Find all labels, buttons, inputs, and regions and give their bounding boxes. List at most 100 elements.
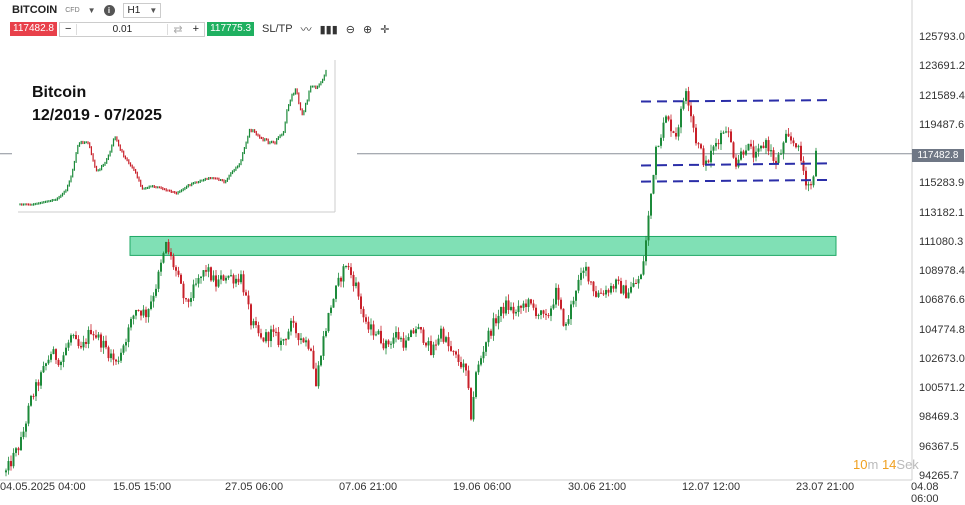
y-tick-label: 104774.8 <box>919 323 965 336</box>
candle-body <box>545 313 547 316</box>
candle-body <box>427 341 430 346</box>
candle-body <box>455 351 457 355</box>
candle-body <box>662 122 665 138</box>
zoom-out-icon[interactable]: ⊖ <box>345 23 355 36</box>
buy-price-button[interactable]: 117775.3 <box>207 22 255 36</box>
candle-body <box>772 150 775 161</box>
candle-body <box>590 281 592 283</box>
candle-body <box>220 275 222 280</box>
countdown-seconds-unit: Sek <box>896 457 919 472</box>
candle-body <box>145 309 147 318</box>
candle-body <box>425 342 427 346</box>
channel-line-lower <box>640 178 832 183</box>
candle-body <box>17 448 20 451</box>
candle-body <box>650 193 652 216</box>
candle-body <box>97 334 100 338</box>
candle-body <box>177 270 180 275</box>
candle-body <box>505 300 507 314</box>
candle-body <box>450 346 452 351</box>
candle-body <box>272 329 275 332</box>
candle-body <box>165 242 167 254</box>
quantity-decrease-button[interactable]: − <box>64 23 72 35</box>
candle-body <box>140 310 142 316</box>
candle-body <box>370 324 372 330</box>
candle-body <box>687 91 690 106</box>
sltp-button[interactable]: SL/TP <box>262 23 293 35</box>
zoom-in-icon[interactable]: ⊕ <box>363 23 373 36</box>
candle-body <box>62 355 65 362</box>
candle-body <box>337 277 340 286</box>
candle-body <box>605 289 607 295</box>
candle-body <box>452 350 455 352</box>
candle-body <box>125 342 127 346</box>
candle-body <box>230 275 232 277</box>
candle-body <box>242 274 245 293</box>
candle-body <box>275 331 277 333</box>
candle-body <box>652 174 655 194</box>
candle-body <box>675 133 677 137</box>
candle-body <box>57 359 60 366</box>
candles-icon[interactable]: ▮▮▮ <box>319 23 338 36</box>
quantity-increase-button[interactable]: + <box>192 23 200 35</box>
y-tick-label: 123691.2 <box>919 60 965 73</box>
info-icon[interactable]: i <box>103 4 115 16</box>
candle-body <box>15 448 17 453</box>
candle-body <box>47 359 50 364</box>
candle-body <box>42 366 45 373</box>
refresh-icon[interactable]: ⇄ <box>173 23 183 36</box>
crosshair-icon[interactable]: ✛ <box>380 23 390 36</box>
candle-body <box>542 310 545 314</box>
candle-body <box>135 309 137 316</box>
candle-body <box>257 325 260 334</box>
timeframe-select[interactable]: H1 ▼ <box>122 2 162 18</box>
line-chart-icon[interactable]: 〰 <box>300 24 312 36</box>
sell-price-button[interactable]: 117482.8 <box>10 22 57 36</box>
candle-body <box>515 312 517 314</box>
candle-body <box>685 91 687 102</box>
candle-body <box>432 344 435 356</box>
candle-body <box>285 339 287 341</box>
candle-body <box>110 353 112 359</box>
candle-body <box>167 242 170 253</box>
candle-body <box>517 305 520 313</box>
candle-body <box>340 277 342 282</box>
candle-body <box>312 350 315 369</box>
candle-body <box>372 324 375 336</box>
candle-body <box>170 252 172 257</box>
candle-body <box>72 335 75 337</box>
candle-body <box>137 309 140 311</box>
x-tick-label: 23.07 21:00 <box>796 481 855 493</box>
candle-body <box>225 277 227 281</box>
candle-body <box>447 337 450 347</box>
candle-body <box>142 309 145 316</box>
candle-body <box>380 330 382 344</box>
candle-body <box>70 335 72 343</box>
candle-body <box>672 131 675 134</box>
candle-body <box>567 319 570 324</box>
candle-body <box>157 271 160 289</box>
candle-body <box>320 355 322 366</box>
candle-body <box>677 127 680 137</box>
candle-body <box>492 318 495 336</box>
candle-body <box>790 136 792 141</box>
candle-body <box>780 153 782 155</box>
candle-body <box>527 299 530 308</box>
y-tick-label: 94265.7 <box>919 470 959 482</box>
candle-body <box>192 284 195 299</box>
candle-body <box>612 285 615 289</box>
candle-body <box>682 101 685 109</box>
candle-body <box>782 142 785 154</box>
candle-body <box>175 267 177 271</box>
candle-body <box>307 340 310 349</box>
candle-body <box>532 303 535 308</box>
candle-body <box>77 339 80 346</box>
y-tick-label: 125793.0 <box>919 31 965 43</box>
candle-body <box>197 278 200 284</box>
symbol-name[interactable]: BITCOIN <box>12 4 58 16</box>
candle-body <box>260 333 262 338</box>
symbol-dropdown-icon[interactable]: ▼ <box>87 5 96 15</box>
candle-body <box>577 279 580 291</box>
candle-body <box>537 314 540 316</box>
quantity-input[interactable]: 0.01 <box>76 23 169 35</box>
